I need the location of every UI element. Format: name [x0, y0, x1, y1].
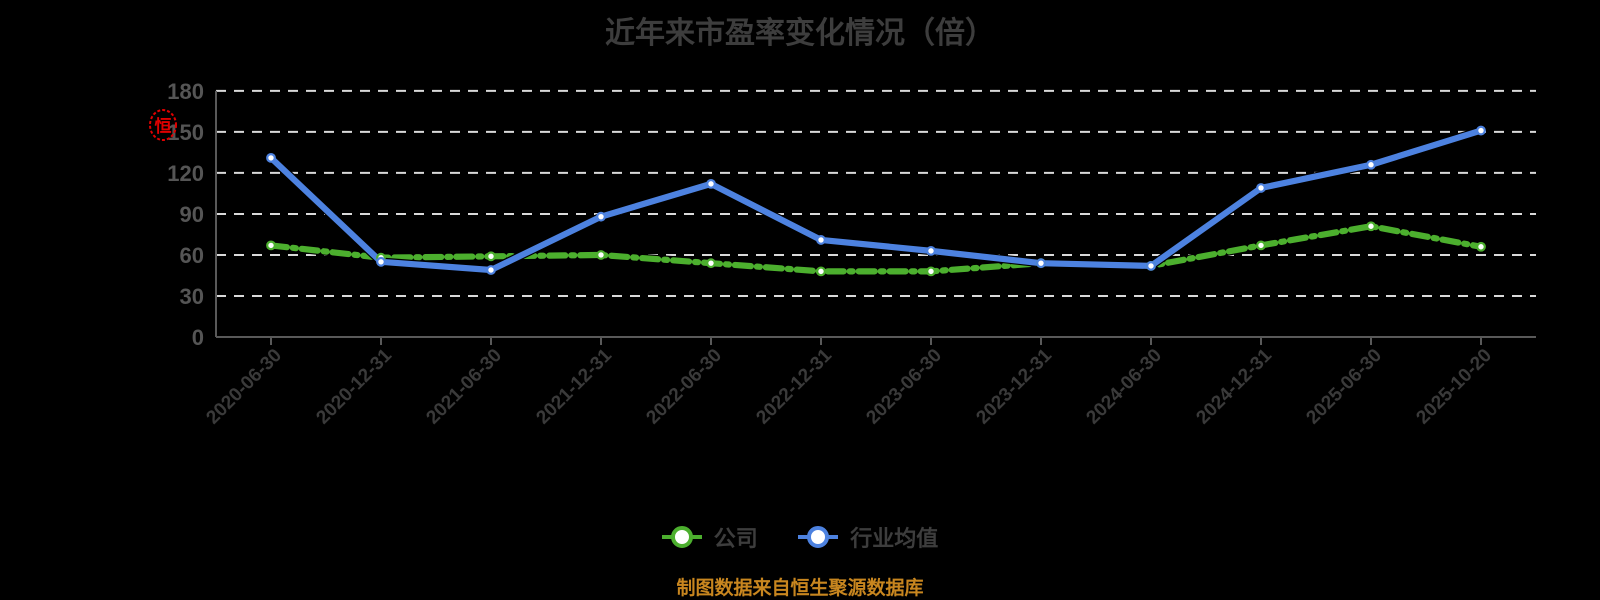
svg-text:恒: 恒: [155, 116, 172, 136]
